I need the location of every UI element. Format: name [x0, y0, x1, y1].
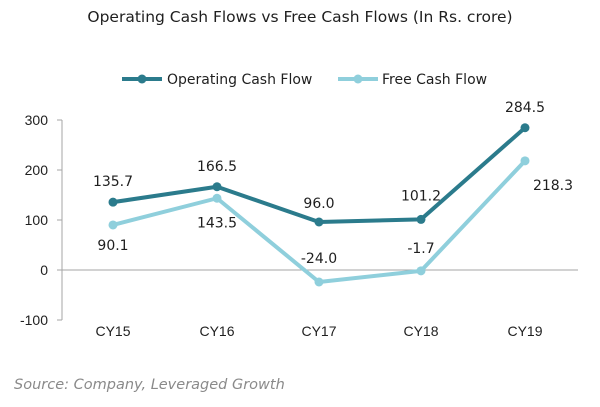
x-tick-label: CY17: [301, 323, 336, 339]
data-label-free-cash-flow: 143.5: [197, 215, 237, 231]
y-tick-label: 100: [25, 212, 49, 228]
chart-title: Operating Cash Flows vs Free Cash Flows …: [87, 8, 512, 26]
data-label-operating-cash-flow: 96.0: [303, 196, 334, 212]
series: [108, 123, 530, 287]
data-point-free-cash-flow: [212, 193, 222, 203]
legend: Operating Cash Flow Free Cash Flow: [122, 72, 487, 88]
data-point-free-cash-flow: [108, 220, 118, 230]
data-point-free-cash-flow: [314, 277, 324, 287]
x-tick-label: CY18: [403, 323, 438, 339]
y-tick-label: 0: [40, 262, 48, 278]
data-point-free-cash-flow: [416, 266, 426, 276]
y-tick-label: 300: [25, 112, 49, 128]
legend-label-operating-cash-flow: Operating Cash Flow: [167, 72, 312, 88]
source-note: Source: Company, Leveraged Growth: [14, 377, 285, 393]
data-label-free-cash-flow: -24.0: [301, 251, 337, 267]
data-point-operating-cash-flow: [416, 214, 426, 224]
data-point-operating-cash-flow: [520, 123, 530, 133]
data-label-operating-cash-flow: 166.5: [197, 159, 237, 175]
y-tick-label: -100: [20, 312, 48, 328]
y-tick-label: 200: [25, 162, 49, 178]
data-label-operating-cash-flow: 101.2: [401, 188, 441, 204]
data-labels: 135.7 166.5 96.0 101.2 284.5 90.1 143.5 -24.0 -1…: [93, 100, 573, 267]
data-label-operating-cash-flow: 135.7: [93, 174, 133, 190]
data-point-free-cash-flow: [520, 156, 530, 166]
legend-label-free-cash-flow: Free Cash Flow: [382, 72, 487, 88]
data-point-operating-cash-flow: [314, 217, 324, 227]
data-label-free-cash-flow: -1.7: [407, 241, 434, 257]
data-point-operating-cash-flow: [108, 197, 118, 207]
data-point-operating-cash-flow: [212, 182, 222, 192]
legend-marker-free-cash-flow: [353, 74, 363, 84]
data-label-free-cash-flow: 218.3: [533, 178, 573, 194]
x-tick-label: CY16: [199, 323, 234, 339]
legend-marker-operating-cash-flow: [137, 74, 147, 84]
axes: -100 0 100 200 300 CY15 CY16 CY17 CY18 CY19: [20, 112, 578, 339]
x-tick-label: CY19: [507, 323, 542, 339]
data-label-free-cash-flow: 90.1: [97, 238, 128, 254]
data-label-operating-cash-flow: 284.5: [505, 100, 545, 116]
x-tick-label: CY15: [95, 323, 130, 339]
